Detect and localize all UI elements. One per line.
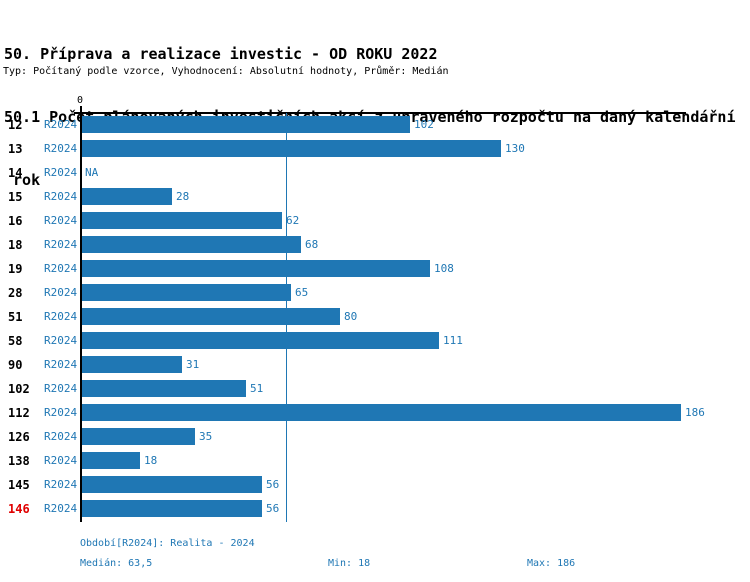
chart-row: 145 R2024 56 [0, 473, 750, 497]
footer-median-label: Medián: 63,5 [80, 558, 153, 569]
row-id-label: 145 [8, 478, 30, 492]
chart-row: 138 R2024 18 [0, 449, 750, 473]
row-id-label: 102 [8, 382, 30, 396]
row-period-label: R2024 [44, 238, 78, 251]
row-id-label: 19 [8, 262, 23, 276]
row-value-label: 68 [305, 238, 319, 251]
footer-max-label: Max: 186 [527, 558, 576, 569]
value-bar [82, 188, 172, 205]
chart-row: 15 R2024 28 [0, 185, 750, 209]
row-value-label: 80 [344, 310, 358, 323]
row-value-label: 111 [443, 334, 463, 347]
row-value-label: 35 [199, 430, 213, 443]
row-id-label: 138 [8, 454, 30, 468]
bar-chart: 0 12 R2024 102 13 R2024 130 14 R2024 NA 15 R2024 28… [0, 95, 750, 535]
chart-row: 18 R2024 68 [0, 233, 750, 257]
row-id-label: 12 [8, 118, 23, 132]
value-bar [82, 500, 262, 517]
chart-row: 58 R2024 111 [0, 329, 750, 353]
row-id-label: 13 [8, 142, 23, 156]
row-period-label: R2024 [44, 382, 78, 395]
value-bar [82, 356, 182, 373]
row-id-label: 58 [8, 334, 23, 348]
row-value-label: 62 [286, 214, 300, 227]
row-id-label: 112 [8, 406, 30, 420]
row-id-label: 28 [8, 286, 23, 300]
value-bar [82, 404, 681, 421]
value-bar [82, 140, 501, 157]
row-id-label: 14 [8, 166, 23, 180]
footer-min-label: Min: 18 [328, 558, 371, 569]
row-period-label: R2024 [44, 262, 78, 275]
row-period-label: R2024 [44, 334, 78, 347]
row-value-label: 130 [505, 142, 525, 155]
row-period-label: R2024 [44, 214, 78, 227]
row-value-label: 56 [266, 502, 280, 515]
row-id-label: 90 [8, 358, 23, 372]
row-value-label: 186 [685, 406, 705, 419]
title-line-3: rok [4, 171, 41, 189]
row-period-label: R2024 [44, 310, 78, 323]
row-id-label: 51 [8, 310, 23, 324]
chart-row: 28 R2024 65 [0, 281, 750, 305]
title-line-1: 50. Příprava a realizace investic - OD R… [4, 45, 438, 63]
row-na-label: NA [85, 166, 99, 179]
row-period-label: R2024 [44, 478, 78, 491]
row-id-label: 18 [8, 238, 23, 252]
value-bar [82, 284, 291, 301]
chart-row: 90 R2024 31 [0, 353, 750, 377]
row-period-label: R2024 [44, 502, 78, 515]
axis-zero-label: 0 [77, 95, 84, 106]
row-period-label: R2024 [44, 190, 78, 203]
report-subtitle: Typ: Počítaný podle vzorce, Vyhodnocení:… [3, 66, 449, 77]
row-value-label: 65 [295, 286, 309, 299]
value-bar [82, 380, 246, 397]
footer-period-label: Období[R2024]: Realita - 2024 [80, 538, 255, 549]
row-value-label: 31 [186, 358, 200, 371]
axis-left-line [80, 113, 82, 522]
row-period-label: R2024 [44, 118, 78, 131]
row-period-label: R2024 [44, 166, 78, 179]
row-id-label-highlighted: 146 [8, 502, 30, 516]
value-bar [82, 332, 439, 349]
row-value-label: 102 [414, 118, 434, 131]
chart-row: 126 R2024 35 [0, 425, 750, 449]
row-value-label: 108 [434, 262, 454, 275]
chart-row: 102 R2024 51 [0, 377, 750, 401]
row-value-label: 51 [250, 382, 264, 395]
row-value-label: 18 [144, 454, 158, 467]
chart-rows: 12 R2024 102 13 R2024 130 14 R2024 NA 15 R2024 28 16… [0, 113, 750, 521]
chart-row: 12 R2024 102 [0, 113, 750, 137]
row-period-label: R2024 [44, 286, 78, 299]
value-bar [82, 308, 340, 325]
value-bar [82, 212, 282, 229]
value-bar [82, 428, 195, 445]
row-value-label: 56 [266, 478, 280, 491]
row-period-label: R2024 [44, 406, 78, 419]
row-period-label: R2024 [44, 430, 78, 443]
row-period-label: R2024 [44, 358, 78, 371]
chart-row: 146 R2024 56 [0, 497, 750, 521]
chart-row: 16 R2024 62 [0, 209, 750, 233]
chart-row: 51 R2024 80 [0, 305, 750, 329]
axis-tick [80, 106, 82, 113]
chart-row: 19 R2024 108 [0, 257, 750, 281]
value-bar [82, 236, 301, 253]
chart-row: 13 R2024 130 [0, 137, 750, 161]
value-bar [82, 260, 430, 277]
value-bar [82, 476, 262, 493]
row-period-label: R2024 [44, 454, 78, 467]
row-id-label: 16 [8, 214, 23, 228]
row-id-label: 15 [8, 190, 23, 204]
value-bar [82, 116, 410, 133]
axis-top-line [74, 112, 686, 114]
value-bar [82, 452, 140, 469]
row-period-label: R2024 [44, 142, 78, 155]
chart-row: 14 R2024 NA [0, 161, 750, 185]
chart-row: 112 R2024 186 [0, 401, 750, 425]
row-value-label: 28 [176, 190, 190, 203]
row-id-label: 126 [8, 430, 30, 444]
